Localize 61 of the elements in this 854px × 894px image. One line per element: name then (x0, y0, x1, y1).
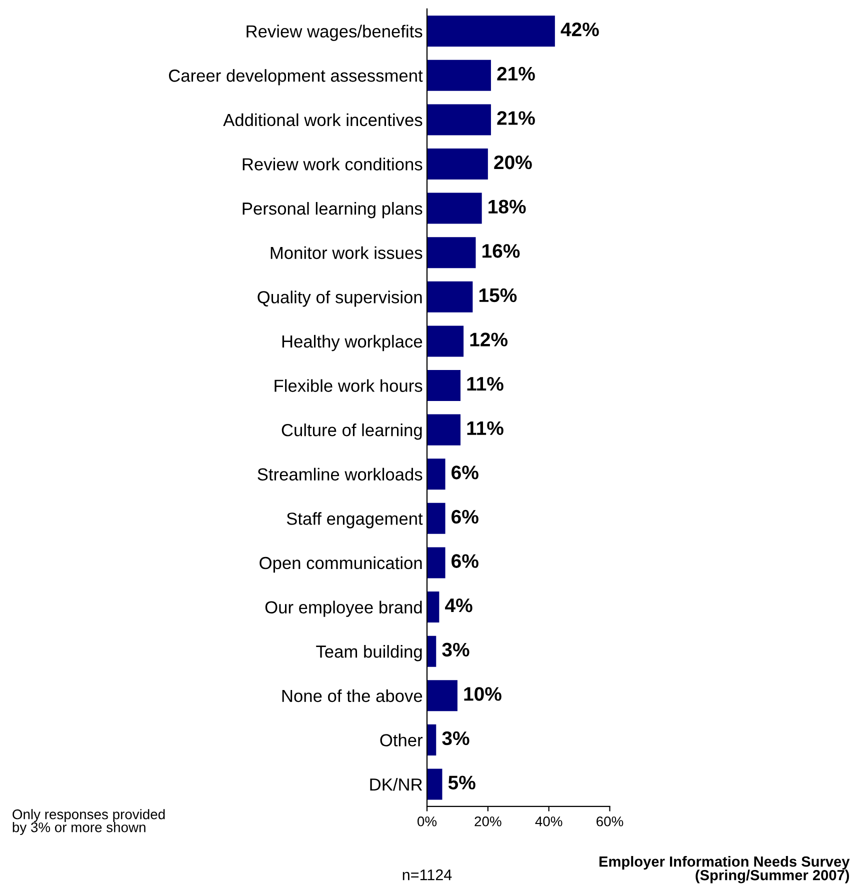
x-tick-label: 40% (535, 816, 562, 826)
data-label: 11% (467, 421, 504, 435)
x-tick-label: 0% (418, 816, 437, 826)
y-tick-label: None of the above (282, 689, 422, 702)
bar (427, 636, 436, 667)
bar (427, 458, 446, 490)
text: Employer Information Needs Survey (Spring/Summer 2007) (599, 856, 850, 884)
y-tick-label: Review wages/benefits (246, 24, 422, 41)
y-tick-label: DK/NR (370, 778, 422, 791)
text: n=1124 (402, 869, 452, 880)
y-tick-label: Our employee brand (265, 600, 422, 617)
data-label: 21% (497, 66, 535, 81)
data-label: 10% (464, 687, 502, 701)
data-label: 6% (452, 554, 478, 568)
data-label: 4% (445, 598, 472, 612)
y-tick-label: Healthy workplace (282, 334, 422, 352)
data-label: 3% (442, 642, 470, 657)
data-label: 11% (467, 377, 504, 391)
data-label: 5% (448, 776, 476, 790)
bar (427, 592, 440, 623)
data-label: 18% (488, 200, 526, 214)
data-label: 42% (560, 22, 599, 36)
bar (427, 680, 458, 712)
y-tick-label: Flexible work hours (274, 379, 422, 392)
bar (427, 60, 491, 91)
data-label: 16% (482, 244, 520, 258)
bar (427, 502, 446, 534)
bar (427, 768, 442, 800)
bar (427, 370, 461, 402)
data-label: 12% (470, 332, 508, 346)
data-label: 6% (452, 466, 478, 480)
y-tick-label: Monitor work issues (270, 246, 422, 260)
text: Only responses provided by 3% or more shown (12, 809, 165, 835)
y-tick-label: Open communication (260, 556, 422, 573)
data-label: 3% (442, 731, 470, 746)
y-tick-label: Personal learning plans (242, 202, 422, 218)
bar (427, 192, 482, 224)
y-tick-label: Staff engagement (286, 512, 423, 528)
bar (427, 281, 473, 312)
bar (427, 237, 476, 268)
x-tick-label: 20% (474, 816, 502, 826)
x-tick-label: 60% (596, 816, 624, 826)
data-label: 15% (479, 288, 517, 302)
y-tick-label: Career development assessment (168, 69, 423, 86)
bar (427, 148, 488, 180)
bar (427, 547, 446, 578)
data-label: 6% (452, 510, 478, 524)
y-tick-label: Team building (316, 645, 422, 662)
y-tick-label: Review work conditions (242, 158, 422, 170)
bar (427, 104, 491, 136)
y-tick-label: Additional work incentives (223, 113, 422, 126)
y-tick-label: Streamline workloads (258, 468, 422, 481)
y-tick-label: Other (380, 734, 423, 746)
data-label: 20% (494, 155, 532, 170)
y-tick-label: Quality of supervision (258, 290, 422, 307)
bar (427, 414, 461, 446)
bar (427, 326, 464, 357)
bar (427, 724, 436, 756)
bar (427, 16, 555, 47)
data-label: 21% (497, 111, 535, 125)
y-tick-label: Culture of learning (282, 424, 422, 440)
